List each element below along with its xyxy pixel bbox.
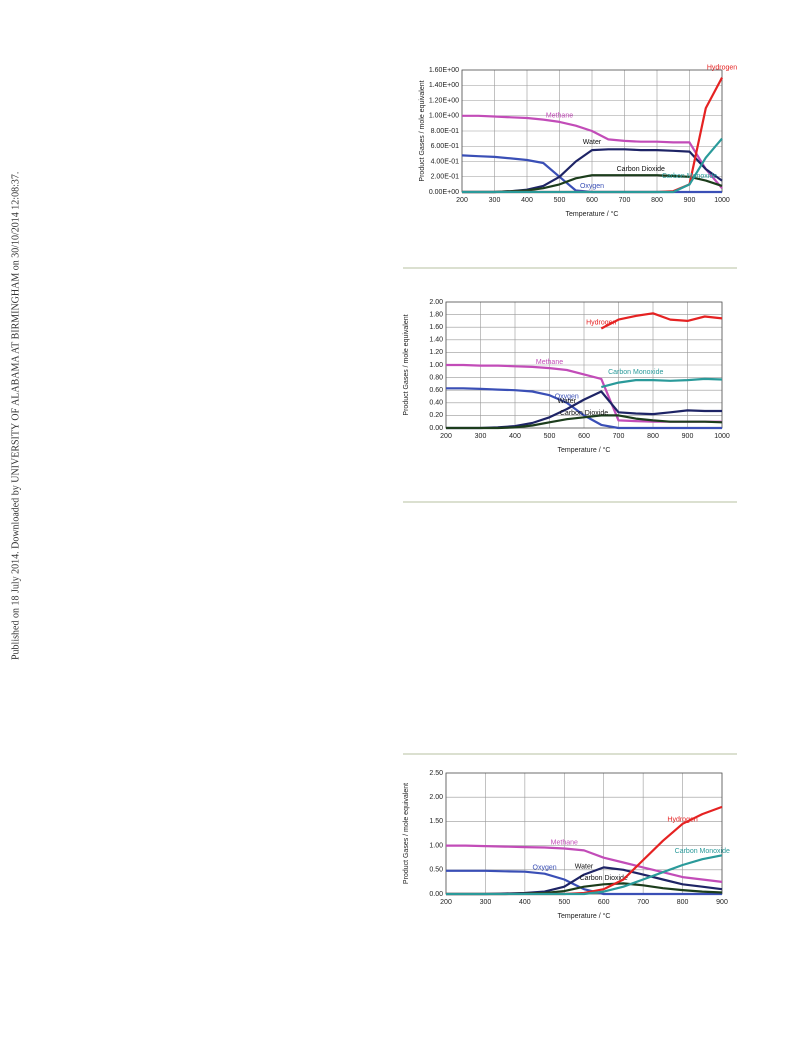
series-label: Carbon Monoxide	[608, 369, 663, 376]
y-tick-label: 6.00E-01	[431, 143, 460, 150]
y-tick-label: 1.80	[429, 311, 443, 318]
series-label: Carbon Monoxide	[662, 173, 717, 180]
series-line	[446, 854, 723, 896]
x-tick-label: 900	[716, 899, 728, 906]
y-tick-label: 0.20	[429, 412, 443, 419]
y-tick-label: 0.40	[429, 400, 443, 407]
series-label: Water	[583, 139, 602, 146]
series-label: Hydrogen	[707, 64, 737, 71]
x-tick-label: 500	[558, 899, 570, 906]
y-tick-label: 1.50	[429, 818, 443, 825]
y-tick-label: 0.00	[429, 425, 443, 432]
x-tick-label: 700	[613, 433, 625, 440]
x-tick-label: 600	[586, 197, 598, 204]
y-tick-label: 1.00E+00	[429, 113, 459, 120]
x-tick-label: 300	[475, 433, 487, 440]
x-tick-label: 600	[578, 433, 590, 440]
x-tick-label: 400	[521, 197, 533, 204]
y-tick-label: 1.60E+00	[429, 67, 459, 74]
x-tick-label: 500	[544, 433, 556, 440]
x-tick-label: 200	[440, 899, 452, 906]
x-tick-label: 700	[619, 197, 631, 204]
series-label: Carbon Dioxide	[560, 410, 608, 417]
series-line	[462, 137, 723, 194]
y-tick-label: 1.00	[429, 362, 443, 369]
series-line	[446, 414, 723, 430]
series-label: Oxygen	[580, 183, 604, 190]
y-tick-label: 1.00	[429, 842, 443, 849]
y-axis-title: Product Gases / mole equivalent	[403, 314, 410, 415]
series-label: Water	[575, 863, 594, 870]
series-label: Carbon Monoxide	[675, 848, 730, 855]
y-tick-label: 1.40	[429, 337, 443, 344]
x-tick-label: 800	[647, 433, 659, 440]
series-label: Methane	[546, 113, 573, 120]
series-label: Oxygen	[555, 394, 579, 401]
x-tick-label: 300	[489, 197, 501, 204]
x-tick-label: 1000	[714, 197, 730, 204]
y-axis-title: Product Gases / mole equivalent	[419, 80, 426, 181]
y-tick-label: 0.00E+00	[429, 189, 459, 196]
y-tick-label: 8.00E-01	[431, 128, 460, 135]
y-tick-label: 4.00E-01	[431, 158, 460, 165]
series-line	[446, 387, 722, 430]
y-tick-label: 1.20E+00	[429, 97, 459, 104]
series-label: Methane	[536, 359, 563, 366]
x-axis-title: Temperature / °C	[558, 912, 611, 920]
x-tick-label: 900	[682, 433, 694, 440]
y-tick-label: 2.00E-01	[431, 174, 460, 181]
x-tick-label: 300	[480, 899, 492, 906]
side-note: Published on 18 July 2014. Downloaded by…	[10, 172, 21, 660]
series-label: Hydrogen	[667, 817, 697, 824]
x-tick-label: 800	[677, 899, 689, 906]
x-tick-label: 500	[554, 197, 566, 204]
y-tick-label: 1.40E+00	[429, 82, 459, 89]
y-tick-label: 0.60	[429, 387, 443, 394]
y-tick-label: 2.50	[429, 770, 443, 777]
y-tick-label: 1.20	[429, 349, 443, 356]
x-tick-label: 900	[684, 197, 696, 204]
y-tick-label: 2.00	[429, 794, 443, 801]
x-tick-label: 400	[509, 433, 521, 440]
series-line	[446, 869, 722, 896]
series-label: Methane	[551, 839, 578, 846]
x-axis-title: Temperature / °C	[566, 210, 619, 218]
series-label: Oxygen	[533, 865, 557, 872]
x-tick-label: 200	[456, 197, 468, 204]
x-tick-label: 600	[598, 899, 610, 906]
x-tick-label: 200	[440, 433, 452, 440]
series-label: Carbon Dioxide	[617, 166, 665, 173]
series-line	[601, 377, 723, 389]
series-label: Carbon Dioxide	[580, 875, 628, 882]
x-tick-label: 400	[519, 899, 531, 906]
series-line	[600, 312, 723, 330]
y-tick-label: 2.00	[429, 299, 443, 306]
x-tick-label: 1000	[714, 433, 730, 440]
series-line	[462, 114, 723, 189]
x-tick-label: 800	[651, 197, 663, 204]
y-axis-title: Product Gases / mole equivalent	[403, 783, 410, 884]
series-label: Water	[558, 398, 577, 405]
y-tick-label: 0.50	[429, 867, 443, 874]
x-tick-label: 700	[637, 899, 649, 906]
series-label: Hydrogen	[586, 319, 616, 326]
x-axis-title: Temperature / °C	[558, 446, 611, 454]
y-tick-label: 0.80	[429, 374, 443, 381]
series-line	[446, 844, 723, 883]
y-tick-label: 0.00	[429, 891, 443, 898]
y-tick-label: 1.60	[429, 324, 443, 331]
